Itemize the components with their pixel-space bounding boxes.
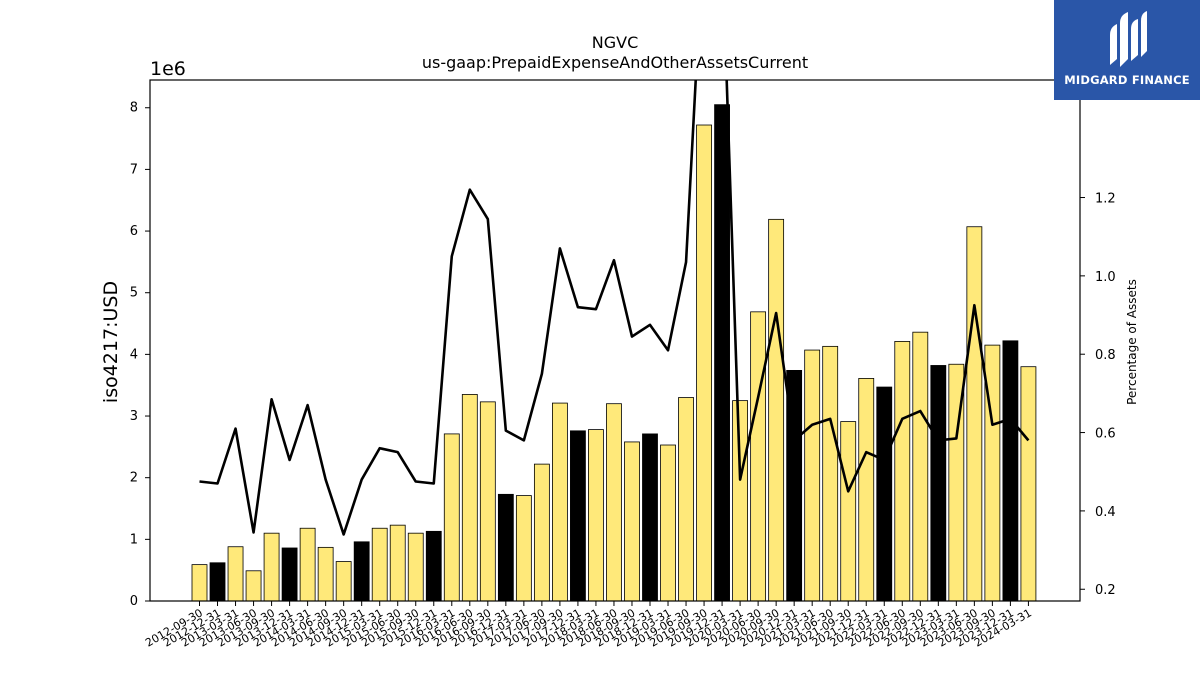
bar-2020-03-31	[732, 400, 748, 602]
y2-tick-label: 0.2	[1095, 583, 1116, 598]
bar-2014-12-31	[353, 541, 370, 602]
bar-2018-09-30	[624, 441, 640, 602]
bar-2020-06-30	[750, 311, 767, 602]
bar-2021-03-31	[804, 349, 821, 602]
bar-2016-06-30	[461, 394, 478, 602]
bar-2017-09-30	[552, 402, 568, 602]
bar-2016-03-31	[443, 433, 460, 602]
bar-2022-09-30	[912, 331, 929, 602]
bar-2012-09-30	[191, 564, 208, 602]
bar-2022-06-30	[894, 341, 911, 602]
bar-2017-06-30	[533, 463, 550, 602]
y2-tick-label: 0.8	[1095, 348, 1116, 363]
y2-tick-label: 0.6	[1095, 427, 1116, 442]
y2-tick-label: 1.0	[1095, 270, 1116, 285]
bar-2019-09-30	[696, 124, 712, 602]
percentage-line	[199, 80, 1030, 536]
bar-2014-06-30	[317, 546, 334, 602]
bar-2015-12-31	[425, 530, 442, 602]
bar-2021-09-30	[840, 421, 857, 602]
bar-2012-12-31	[209, 562, 226, 602]
bar-2014-09-30	[335, 561, 352, 602]
bar-2023-06-30	[966, 226, 983, 602]
midgard-finance-logo: MIDGARD FINANCE	[1054, 0, 1200, 100]
bar-2018-03-31	[588, 429, 604, 602]
bar-2022-03-31	[876, 386, 893, 602]
y-tick-label: 7	[130, 162, 138, 177]
bar-2013-12-31	[281, 547, 298, 602]
bar-2023-12-31	[1002, 340, 1019, 602]
y-offset-label: 1e6	[150, 58, 186, 80]
bar-2015-09-30	[407, 532, 424, 602]
axes: 0123456780.20.40.60.81.01.22012-09-30201…	[130, 79, 1116, 650]
bar-2015-03-31	[371, 527, 388, 602]
bar-series	[191, 104, 1037, 602]
logo-text: MIDGARD FINANCE	[1064, 73, 1190, 87]
line-series	[199, 80, 1030, 536]
bar-2016-09-30	[479, 401, 496, 602]
bar-2016-12-31	[497, 493, 514, 602]
bar-2021-06-30	[822, 345, 839, 602]
y-tick-label: 4	[130, 347, 138, 362]
bar-2019-12-31	[714, 104, 730, 602]
plot-frame	[149, 79, 1081, 602]
bar-2021-12-31	[858, 378, 875, 602]
bar-2013-03-31	[227, 546, 244, 602]
y2-tick-label: 0.4	[1095, 505, 1116, 520]
bar-2020-09-30	[768, 218, 785, 602]
bar-2019-03-31	[660, 444, 676, 602]
bar-2017-03-31	[515, 495, 532, 602]
bar-2019-06-30	[678, 397, 694, 602]
bar-2014-03-31	[299, 527, 316, 602]
bar-2024-03-31	[1020, 366, 1037, 602]
y-tick-label: 0	[130, 594, 138, 609]
bar-2018-12-31	[642, 433, 658, 602]
bar-2013-06-30	[245, 570, 262, 602]
bar-2018-06-30	[606, 403, 622, 602]
y2-tick-label: 1.2	[1095, 192, 1116, 207]
y-tick-label: 5	[130, 286, 138, 301]
y-tick-label: 1	[130, 532, 138, 547]
bar-2017-12-31	[570, 430, 586, 602]
y-tick-label: 3	[130, 409, 138, 424]
chart-title: NGVC	[592, 33, 638, 52]
midgard-logo-icon	[1110, 11, 1147, 67]
y-axis-label: iso4217:USD	[100, 281, 122, 403]
y-tick-label: 6	[130, 224, 138, 239]
bar-2022-12-31	[930, 365, 947, 602]
y2-axis-label: Percentage of Assets	[1125, 279, 1139, 405]
chart-subtitle: us-gaap:PrepaidExpenseAndOtherAssetsCurr…	[422, 53, 808, 72]
y-tick-label: 2	[130, 471, 138, 486]
bar-2015-06-30	[389, 524, 406, 602]
y-tick-label: 8	[130, 101, 138, 116]
bar-2013-09-30	[263, 532, 280, 602]
